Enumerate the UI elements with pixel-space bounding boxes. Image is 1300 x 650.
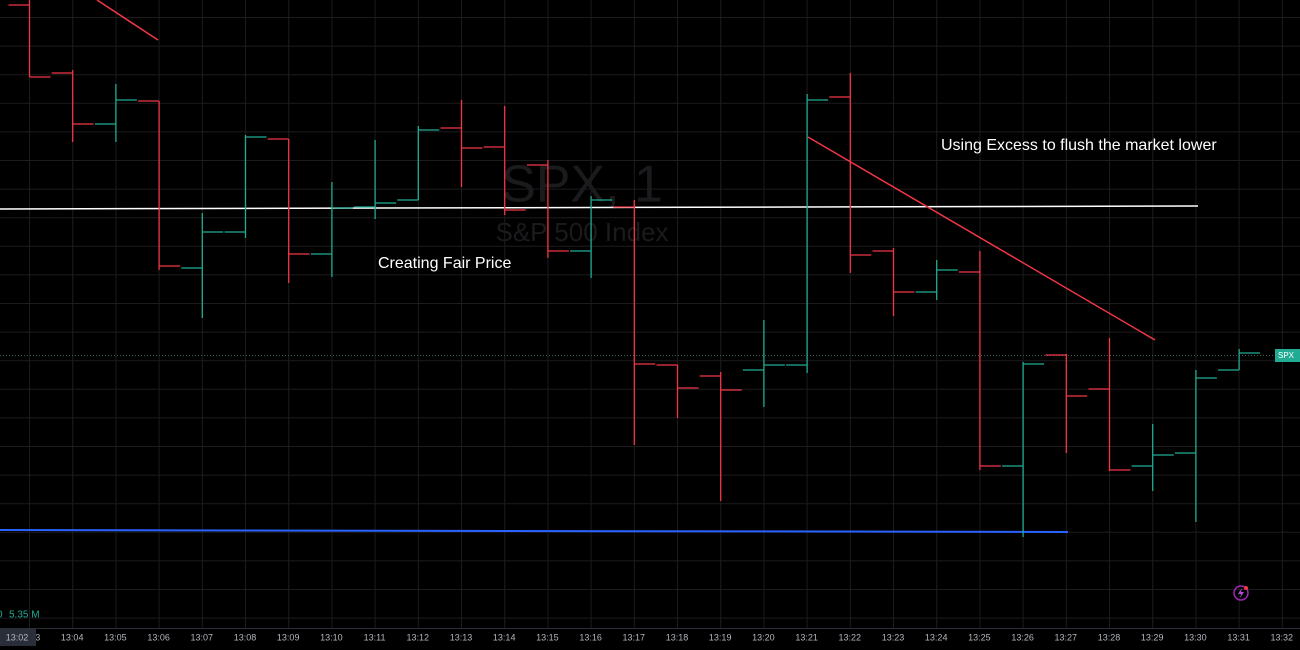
x-tick-label: 13:20: [752, 632, 775, 642]
crosshair-label: 13:02: [6, 632, 29, 642]
alert-icon-bolt: [1238, 588, 1244, 598]
x-tick-label: 13:27: [1055, 632, 1078, 642]
x-tick-label: 13:04: [61, 632, 84, 642]
price-tag: SPX: [1278, 351, 1295, 360]
x-tick-label: 13:25: [968, 632, 991, 642]
x-tick-label: 13:24: [925, 632, 948, 642]
x-tick-label: 13:05: [104, 632, 127, 642]
alert-icon[interactable]: [1233, 585, 1249, 601]
bars: [8, 0, 1261, 537]
x-tick-label: 13:15: [536, 632, 559, 642]
x-tick-label: 13:23: [882, 632, 905, 642]
x-tick-label: 13:30: [1184, 632, 1207, 642]
x-tick-label: 13:14: [493, 632, 516, 642]
trend-line: [807, 136, 1156, 341]
x-tick-label: 13:18: [666, 632, 689, 642]
x-tick-label: 13:16: [579, 632, 602, 642]
trend-line: [96, 0, 159, 41]
time-axis: 13:0313:0413:0513:0613:0713:0813:0913:10…: [0, 629, 1293, 646]
x-tick-label: 13:11: [364, 632, 386, 642]
x-tick-label: 13:17: [623, 632, 646, 642]
volume-label: 0: [0, 610, 3, 621]
x-tick-label: 13:22: [839, 632, 862, 642]
annotation: Creating Fair Price: [378, 255, 511, 272]
x-tick-label: 13:31: [1227, 632, 1250, 642]
volume-label: 5.35 M: [9, 610, 40, 621]
level-line: [0, 205, 1199, 210]
watermark-title: SPX, 1: [501, 156, 663, 214]
x-tick-label: 13:21: [795, 632, 818, 642]
x-tick-label: 13:13: [450, 632, 473, 642]
alert-dot: [1244, 586, 1248, 590]
x-tick-label: 13:19: [709, 632, 732, 642]
annotation: Using Excess to flush the market lower: [941, 137, 1217, 154]
x-tick-label: 13:28: [1098, 632, 1121, 642]
x-tick-label: 13:29: [1141, 632, 1164, 642]
level-line: [0, 529, 1069, 533]
x-tick-label: 13:07: [191, 632, 214, 642]
price-tag-box: [1275, 349, 1300, 362]
crosshair-box: [0, 629, 36, 646]
x-tick-label: 13:32: [1271, 632, 1294, 642]
x-tick-label: 13:26: [1011, 632, 1034, 642]
watermark-subtitle: S&P 500 Index: [496, 217, 669, 247]
x-tick-label: 13:06: [147, 632, 170, 642]
grid: [0, 0, 1300, 628]
x-tick-label: 13:09: [277, 632, 300, 642]
x-tick-label: 13:10: [320, 632, 343, 642]
x-tick-label: 13:12: [407, 632, 430, 642]
x-tick-label: 13:08: [234, 632, 257, 642]
